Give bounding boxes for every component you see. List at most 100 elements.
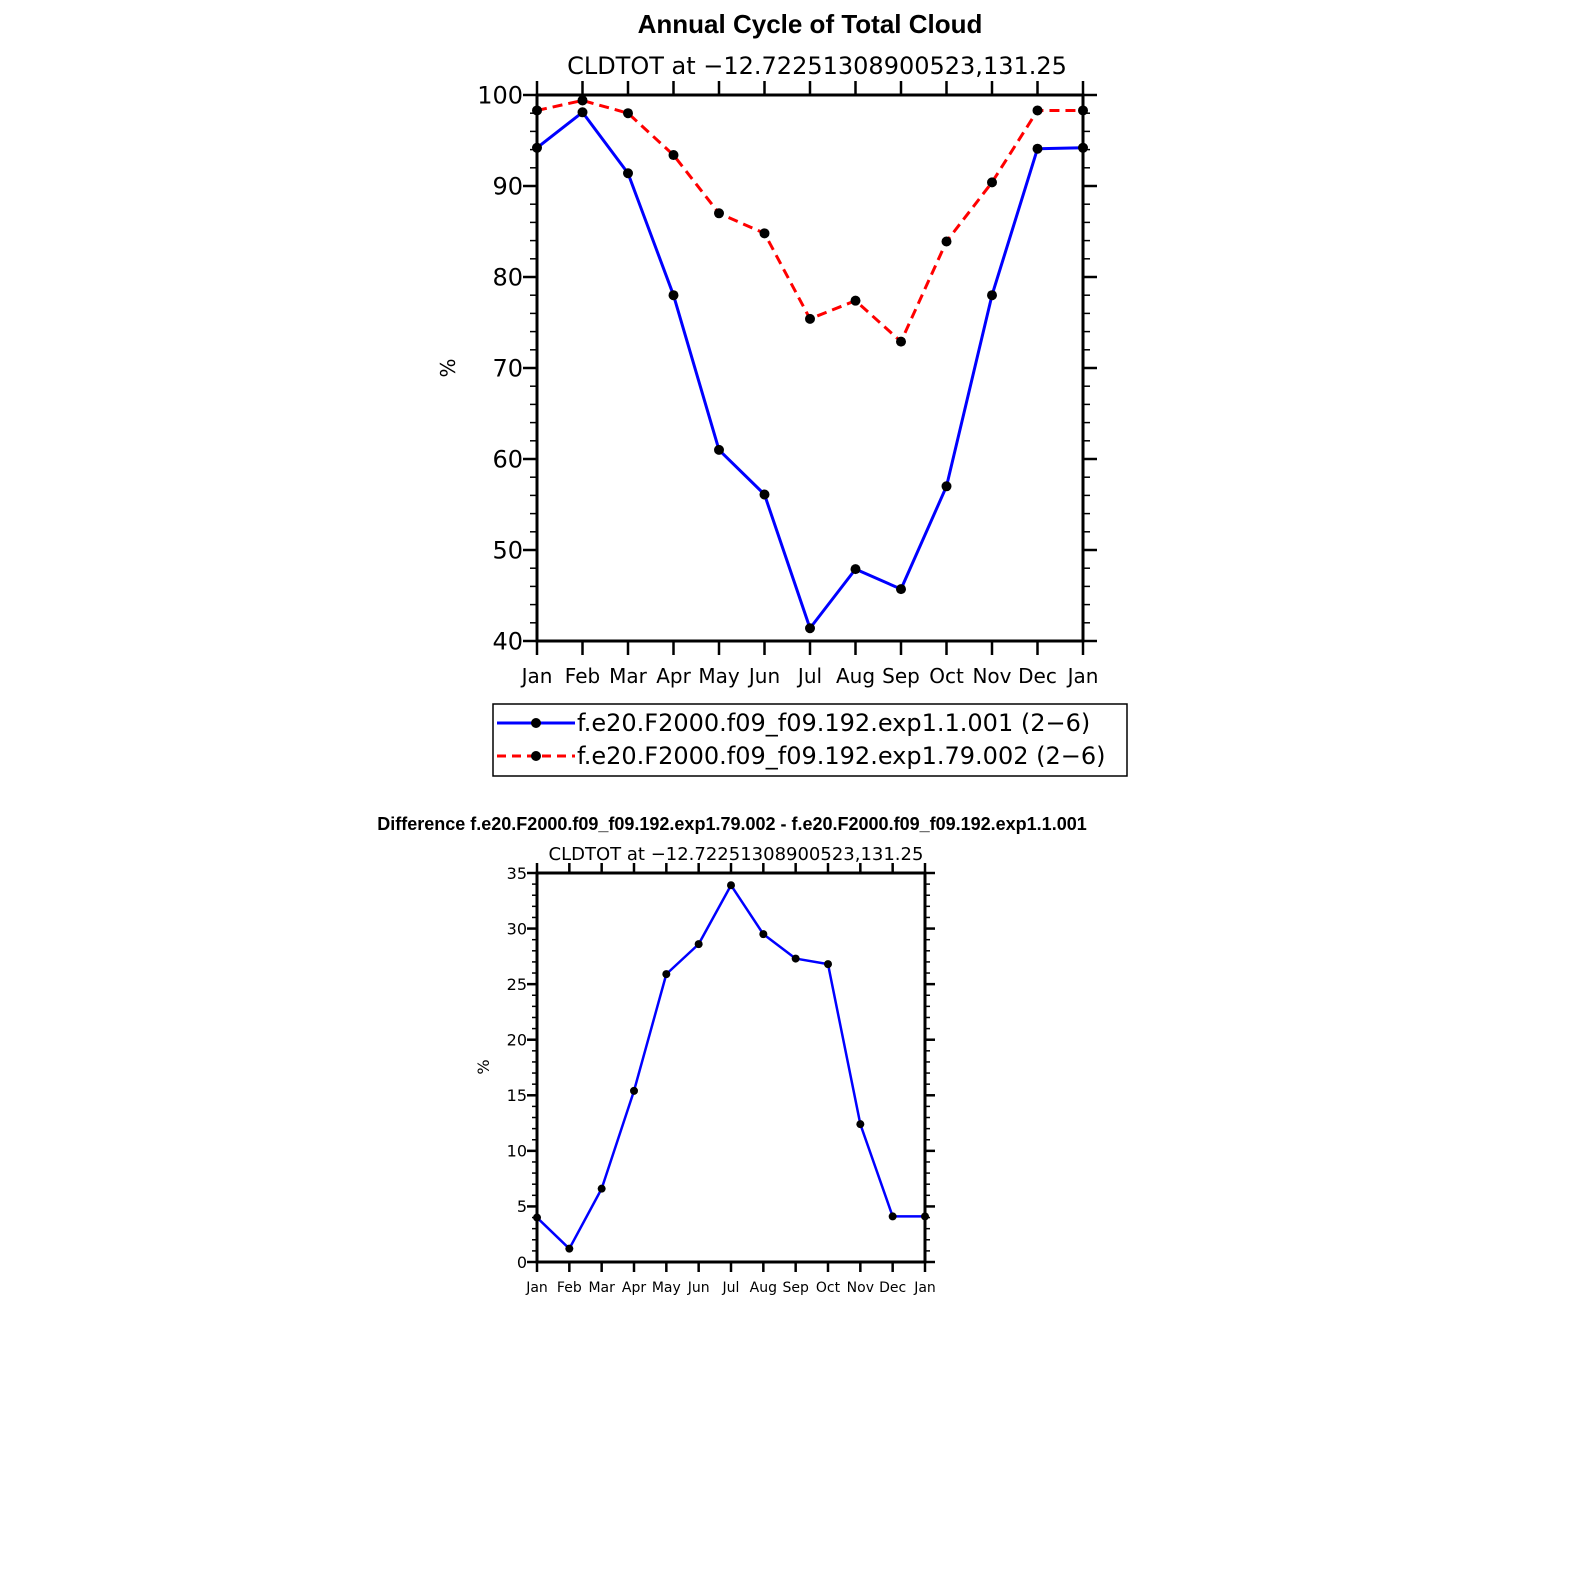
y-tick-label: 0 [517, 1253, 527, 1272]
legend-label-1: f.e20.F2000.f09_f09.192.exp1.1.001 (2−6) [577, 709, 1090, 737]
data-point-s1-9 [824, 960, 832, 969]
data-point-s2-7 [850, 295, 861, 306]
data-point-s1-9 [941, 481, 952, 492]
data-point-s1-11 [888, 1212, 897, 1221]
series-line-1 [536, 883, 925, 1250]
legend-marker-2 [531, 751, 541, 761]
chart-title: Annual Cycle of Total Cloud [638, 9, 983, 39]
series-line-1 [536, 110, 1084, 630]
y-tick-label: 10 [507, 1142, 527, 1161]
y-tick-label: 70 [492, 355, 523, 383]
plot-frame [535, 871, 927, 1264]
x-tick-label: Feb [557, 1280, 582, 1296]
legend-marker-1 [531, 718, 541, 728]
x-tick-label: May [698, 664, 740, 688]
data-point-s1-8 [791, 954, 800, 963]
x-tick-label: Sep [882, 664, 920, 688]
data-point-s1-6 [727, 881, 735, 890]
data-point-s2-3 [668, 150, 679, 161]
data-point-s1-4 [714, 444, 724, 455]
annual-cycle-chart: Annual Cycle of Total Cloud CLDTOT at −1… [436, 9, 1128, 777]
x-tick-label: Apr [622, 1280, 646, 1296]
y-tick-label: 30 [507, 919, 527, 938]
tick-group: Jan Feb Mar Apr May Jun Jul Aug Sep Oct Nov Dec Jan 0… [507, 863, 936, 1296]
x-tick-label: May [652, 1280, 681, 1296]
data-point-s2-4 [714, 208, 724, 219]
y-axis-label: % [474, 1059, 493, 1074]
y-tick-label: 25 [507, 975, 527, 994]
x-tick-label: Jul [722, 1280, 740, 1296]
y-tick-label: 15 [507, 1086, 527, 1105]
x-tick-label: Jun [687, 1280, 710, 1296]
y-tick-label: 60 [492, 446, 523, 474]
x-tick-label: Jun [747, 664, 780, 688]
data-point-s1-4 [662, 970, 671, 979]
y-axis-label: % [436, 358, 460, 377]
data-point-s1-8 [896, 584, 906, 595]
data-point-s1-10 [856, 1120, 865, 1129]
data-point-s2-9 [941, 236, 952, 247]
y-tick-label: 20 [507, 1030, 527, 1049]
legend-box [492, 703, 1128, 777]
tick-group: Jan Feb Mar Apr May Jun Jul Aug Sep Oct Nov Dec Jan 4… [477, 81, 1098, 688]
data-point-s2-10 [987, 177, 997, 188]
x-tick-label: Sep [782, 1280, 809, 1296]
x-tick-label: Mar [588, 1280, 615, 1296]
series-lines [536, 98, 1084, 630]
data-point-s1-7 [759, 930, 768, 939]
data-point-s1-5 [694, 940, 703, 949]
x-tick-label: Dec [879, 1280, 906, 1296]
x-tick-label: Dec [1018, 664, 1057, 688]
y-tick-label: 90 [492, 173, 523, 201]
x-tick-label: Nov [847, 1280, 874, 1296]
x-tick-label: Mar [609, 664, 648, 688]
data-point-s2-1 [577, 95, 588, 106]
y-tick-label: 40 [492, 628, 523, 656]
chart-subtitle: CLDTOT at −12.72251308900523,131.25 [549, 844, 924, 865]
series-points [532, 95, 1088, 634]
x-tick-label: Feb [565, 664, 600, 688]
data-point-s1-2 [623, 168, 633, 179]
y-tick-label: 35 [507, 864, 527, 883]
data-point-s1-1 [565, 1244, 574, 1253]
y-tick-label: 100 [477, 82, 523, 110]
data-point-s2-11 [1032, 105, 1043, 116]
data-point-s2-6 [805, 313, 815, 324]
chart-title: Difference f.e20.F2000.f09_f09.192.exp1.… [377, 814, 1086, 834]
series-line-2 [536, 98, 1083, 344]
chart-subtitle: CLDTOT at −12.72251308900523,131.25 [567, 52, 1067, 80]
x-tick-label: Jan [1066, 664, 1099, 688]
legend: f.e20.F2000.f09_f09.192.exp1.1.001 (2−6)… [492, 703, 1128, 777]
data-point-s1-7 [850, 564, 861, 575]
data-point-s1-10 [987, 290, 997, 301]
data-point-s1-6 [805, 623, 815, 634]
data-point-s2-5 [759, 228, 770, 239]
x-tick-label: Aug [750, 1280, 777, 1296]
data-point-s1-3 [630, 1086, 638, 1095]
data-point-s1-2 [597, 1184, 606, 1193]
data-point-s2-8 [896, 336, 906, 347]
x-tick-label: Apr [656, 664, 691, 688]
series-points [533, 881, 929, 1253]
y-tick-label: 5 [517, 1197, 527, 1216]
x-tick-label: Oct [929, 664, 964, 688]
data-point-s1-3 [668, 290, 679, 301]
x-tick-label: Aug [836, 664, 875, 688]
x-tick-label: Jan [525, 1280, 548, 1296]
x-tick-label: Jan [913, 1280, 936, 1296]
data-point-s2-2 [623, 108, 633, 119]
data-point-s1-11 [1032, 143, 1043, 154]
difference-chart: Difference f.e20.F2000.f09_f09.192.exp1.… [377, 814, 1086, 1296]
y-tick-label: 80 [492, 264, 523, 292]
x-tick-label: Oct [816, 1280, 841, 1296]
plot-frame [535, 93, 1085, 643]
data-point-s1-1 [577, 107, 588, 118]
series-lines [536, 883, 925, 1250]
data-point-s1-5 [759, 489, 770, 500]
x-tick-label: Jan [520, 664, 553, 688]
x-tick-label: Nov [972, 664, 1011, 688]
y-tick-label: 50 [492, 537, 523, 565]
legend-label-2: f.e20.F2000.f09_f09.192.exp1.79.002 (2−6… [577, 742, 1105, 770]
x-tick-label: Jul [796, 664, 822, 688]
